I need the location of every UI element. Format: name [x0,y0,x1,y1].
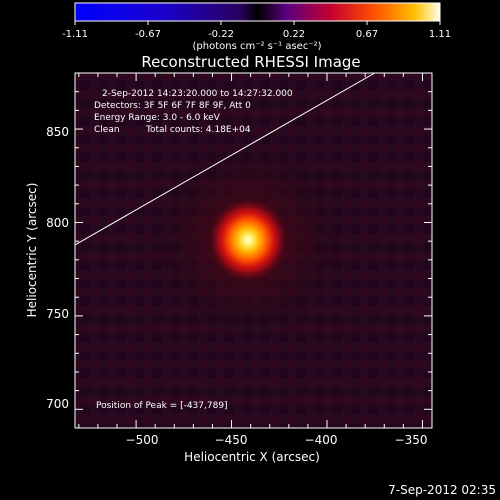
x-tick-label-1: −450 [215,433,248,447]
annotation-total-counts: Total counts: 4.18E+04 [145,125,251,135]
colorbar-tick-label-1: -0.67 [135,29,161,40]
colorbar [74,2,441,22]
colorbar-tick-label-3: 0.22 [283,29,305,40]
flare-source [206,196,290,284]
y-tick-label-0: 700 [46,397,69,411]
y-tick-label-1: 750 [46,307,69,321]
colorbar-tick-label-4: 0.67 [356,29,378,40]
colorbar-tick-label-5: 1.11 [429,29,451,40]
colorbar-ticks [74,21,441,25]
solar-limb-line [75,73,375,246]
colorbar-unit-label: (photons cm⁻² s⁻¹ asec⁻²) [192,41,321,52]
axis-ticks [75,72,432,429]
annotation-detectors: Detectors: 3F 5F 6F 7F 8F 9F, Att 0 [94,101,251,111]
annotation-clean: Clean [94,125,120,135]
chart-title: Reconstructed RHESSI Image [141,53,360,71]
colorbar-tick-label-2: -0.22 [208,29,234,40]
x-tick-label-0: −500 [126,433,159,447]
annotation-energy-range: Energy Range: 3.0 - 6.0 keV [94,113,221,123]
y-tick-label-3: 850 [46,125,69,139]
x-axis-label: Heliocentric X (arcsec) [184,450,320,464]
x-tick-label-2: −400 [305,433,338,447]
x-tick-label-3: −350 [395,433,428,447]
plot-frame [74,72,433,429]
colorbar-tick-label-0: -1.11 [62,29,88,40]
annotation-peak-position: Position of Peak = [-437,789] [96,401,228,411]
y-tick-label-2: 800 [46,216,69,230]
y-axis-label: Heliocentric Y (arcsec) [25,183,39,318]
annotation-time-range: 2-Sep-2012 14:23:20.000 to 14:27:32.000 [102,89,293,99]
image-area [75,73,432,428]
timestamp: 7-Sep-2012 02:35 [388,483,496,497]
